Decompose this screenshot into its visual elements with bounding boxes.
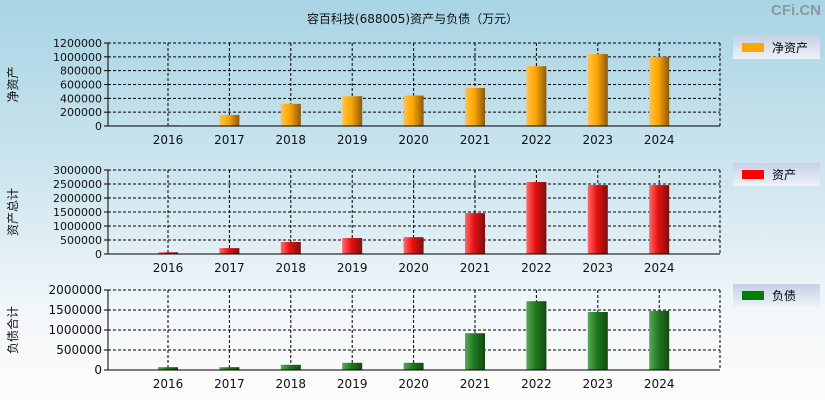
- bar-2017: [219, 248, 240, 254]
- legend-swatch: [742, 170, 764, 179]
- bar-2023: [587, 54, 608, 126]
- bar-2024: [649, 56, 670, 127]
- bar-2024: [649, 310, 670, 370]
- legend-label: 负债: [772, 289, 797, 303]
- bar-2016: [158, 252, 178, 254]
- bar-2019: [342, 238, 363, 254]
- x-tick-label: 2024: [644, 133, 675, 147]
- x-tick-label: 2023: [583, 377, 614, 391]
- bar-2018: [280, 364, 301, 370]
- x-tick-label: 2018: [276, 133, 307, 147]
- legend-swatch: [742, 43, 764, 52]
- bar-2019: [342, 96, 363, 126]
- x-tick-label: 2022: [521, 261, 552, 275]
- x-tick-label: 2021: [460, 261, 491, 275]
- x-tick-label: 2017: [214, 377, 245, 391]
- y-tick-label: 0: [95, 120, 102, 133]
- x-tick-label: 2019: [337, 261, 368, 275]
- legend-liabilities: 负债: [733, 284, 820, 307]
- y-tick-label: 1000000: [49, 323, 102, 337]
- bar-2017: [219, 367, 240, 370]
- x-tick-label: 2017: [214, 133, 245, 147]
- y-tick-label: 1000000: [53, 220, 102, 233]
- watermark-logo: CFi.CN: [771, 2, 821, 19]
- x-tick-label: 2018: [276, 261, 307, 275]
- y-tick-label: 0: [94, 363, 102, 377]
- x-tick-label: 2016: [153, 377, 184, 391]
- y-tick-label: 0: [95, 248, 102, 261]
- legend-label: 净资产: [772, 41, 809, 55]
- x-tick-label: 2024: [644, 377, 675, 391]
- x-tick-label: 2021: [460, 377, 491, 391]
- bar-2022: [526, 301, 547, 370]
- legend-label: 资产: [772, 168, 797, 182]
- x-tick-label: 2020: [398, 261, 429, 275]
- x-tick-label: 2018: [276, 377, 307, 391]
- bar-2018: [280, 241, 301, 254]
- legend-net-assets: 净资产: [733, 36, 820, 59]
- x-tick-label: 2020: [398, 133, 429, 147]
- bar-2020: [403, 95, 424, 126]
- y-tick-label: 1500000: [49, 303, 102, 317]
- x-tick-label: 2017: [214, 261, 245, 275]
- y-tick-label: 3000000: [53, 164, 102, 177]
- x-tick-label: 2022: [521, 133, 552, 147]
- x-tick-label: 2020: [398, 377, 429, 391]
- x-tick-label: 2023: [583, 133, 614, 147]
- y-axis-label: 资产总计: [6, 188, 20, 236]
- y-tick-label: 600000: [60, 79, 102, 92]
- y-tick-label: 500000: [56, 343, 102, 357]
- bar-2019: [342, 362, 363, 370]
- x-tick-label: 2022: [521, 377, 552, 391]
- y-tick-label: 200000: [60, 106, 102, 119]
- y-tick-label: 400000: [60, 92, 102, 105]
- x-tick-label: 2016: [153, 261, 184, 275]
- bar-2018: [280, 103, 301, 126]
- y-tick-label: 1000000: [53, 51, 102, 64]
- chart-title: 容百科技(688005)资产与负债（万元）: [306, 12, 519, 26]
- bar-2017: [219, 114, 240, 126]
- bar-2021: [465, 333, 485, 370]
- y-tick-label: 1200000: [53, 37, 102, 50]
- x-tick-label: 2023: [583, 261, 614, 275]
- legend-swatch: [742, 291, 764, 300]
- y-tick-label: 500000: [60, 234, 102, 247]
- bar-2023: [587, 185, 608, 254]
- x-tick-label: 2016: [153, 133, 184, 147]
- bar-2023: [587, 312, 608, 370]
- legend-assets: 资产: [733, 163, 820, 186]
- bar-2021: [465, 213, 485, 254]
- y-tick-label: 2000000: [49, 283, 102, 297]
- y-tick-label: 2000000: [53, 192, 102, 205]
- x-tick-label: 2019: [337, 133, 368, 147]
- bar-2022: [526, 182, 547, 254]
- bar-2020: [403, 362, 424, 370]
- bar-2021: [465, 87, 485, 126]
- bar-2024: [649, 185, 670, 254]
- x-tick-label: 2021: [460, 133, 491, 147]
- x-tick-label: 2019: [337, 377, 368, 391]
- bar-2022: [526, 66, 547, 126]
- y-axis-label: 负债合计: [5, 306, 20, 354]
- y-tick-label: 2500000: [53, 178, 102, 191]
- bar-2016: [158, 367, 178, 370]
- y-tick-label: 1500000: [53, 206, 102, 219]
- y-axis-label: 净资产: [6, 66, 20, 102]
- y-tick-label: 800000: [60, 65, 102, 78]
- bar-2020: [403, 237, 424, 254]
- x-tick-label: 2024: [644, 261, 675, 275]
